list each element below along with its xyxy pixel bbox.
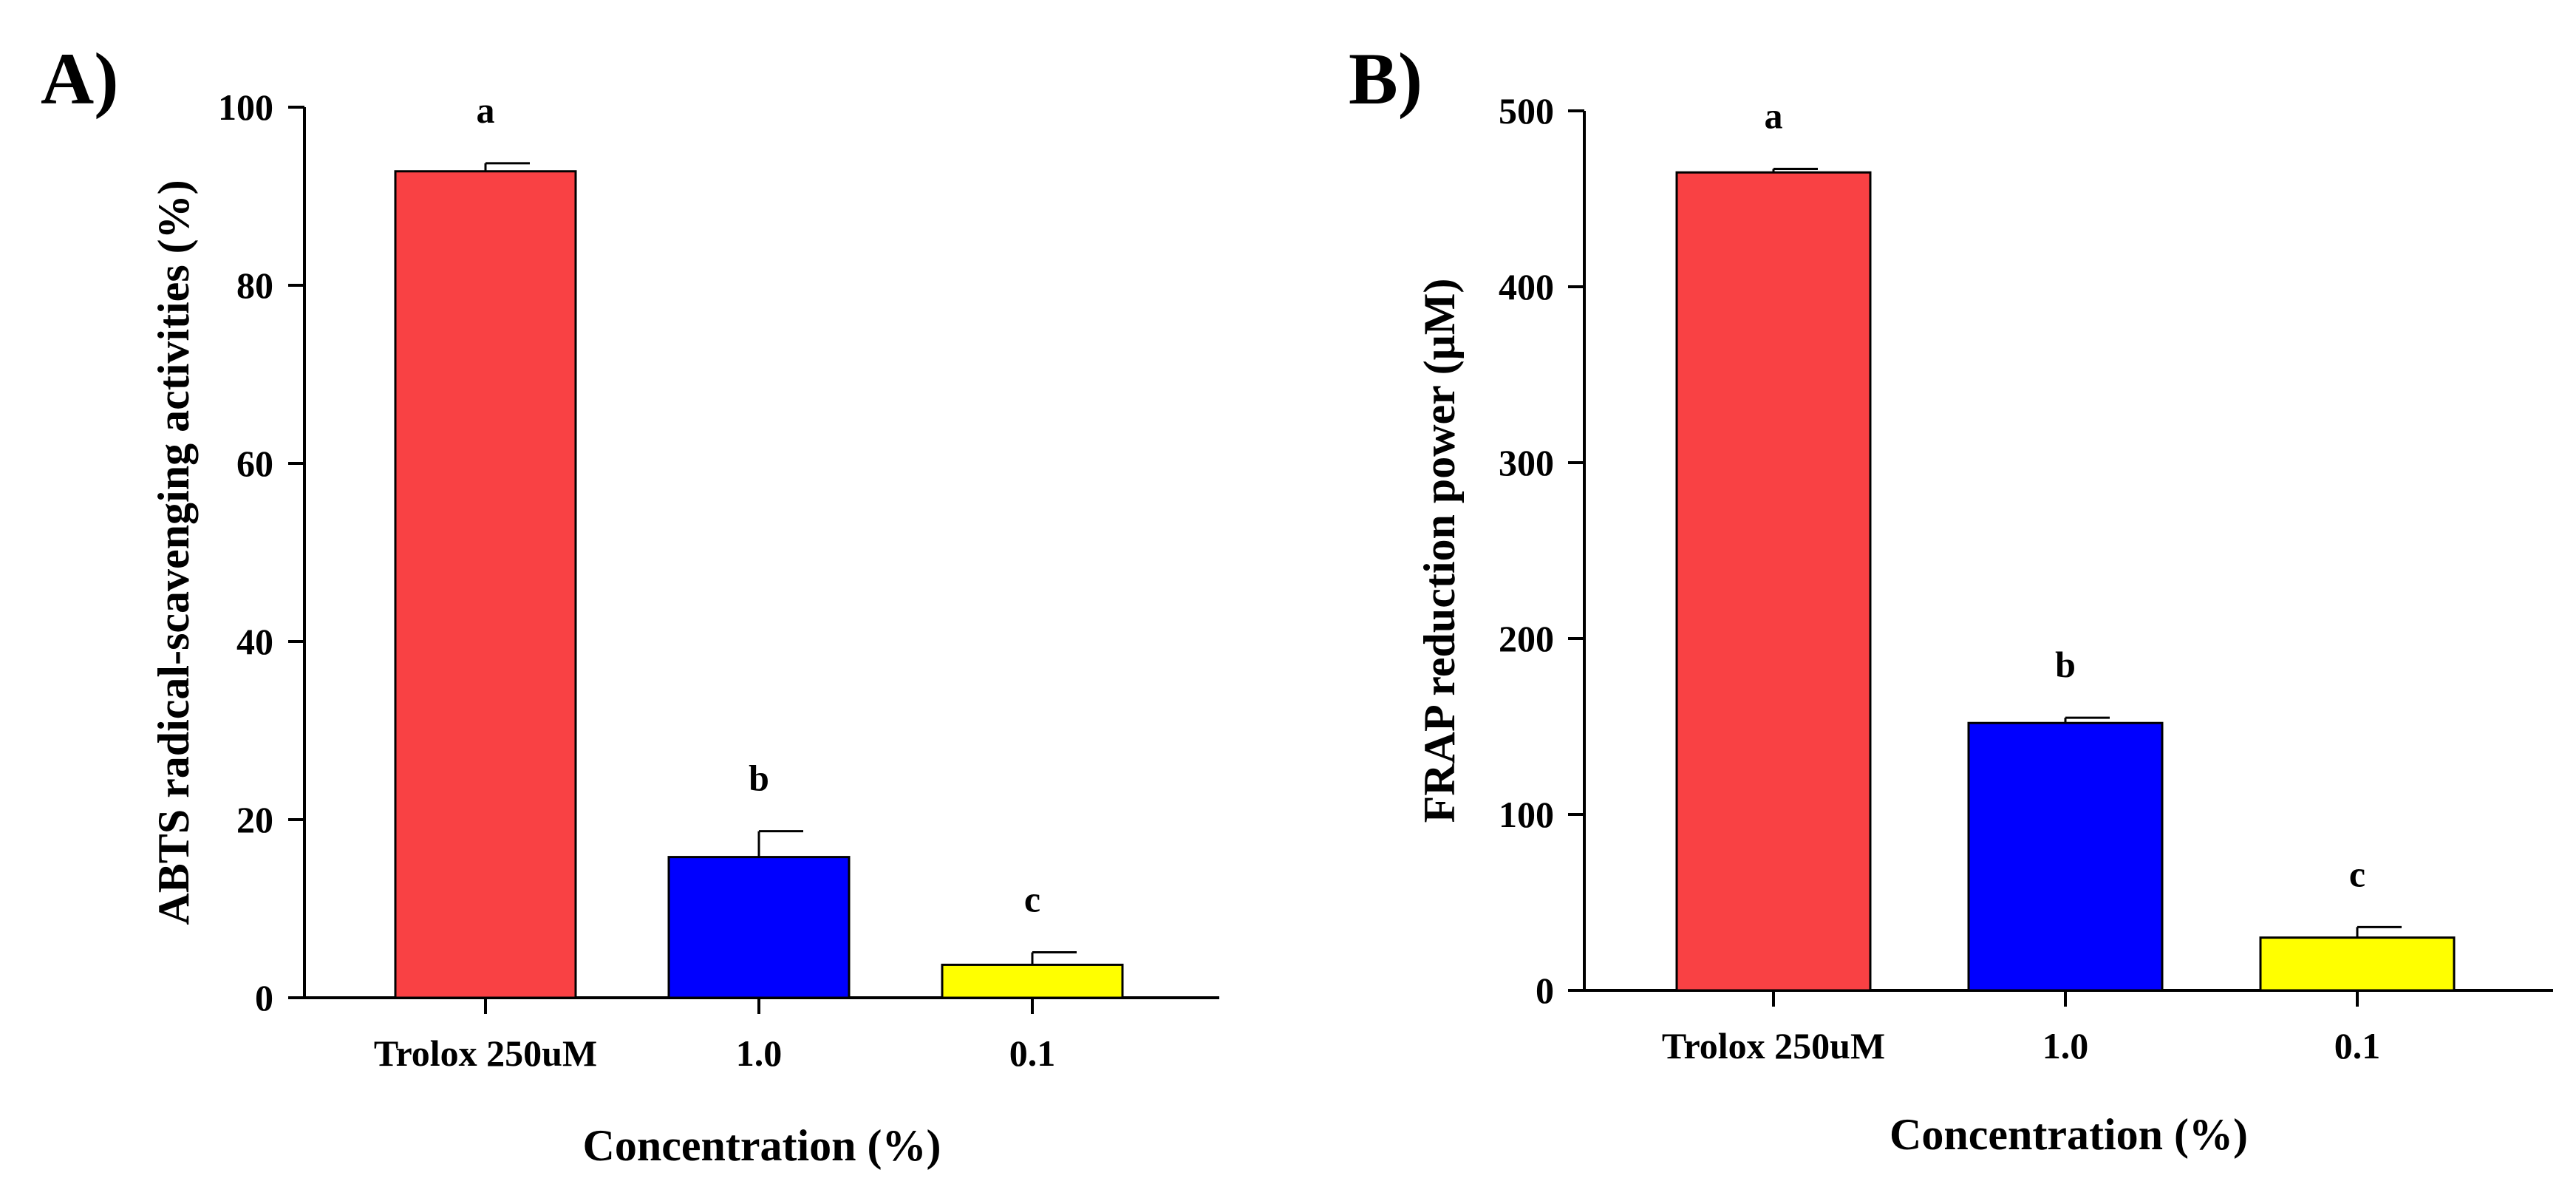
significance-label-b-2: c [2349,853,2365,894]
bar-a-1 [667,856,851,999]
bar-b-2 [2259,936,2456,992]
y-tick-label-b: 200 [1499,618,1554,659]
category-label-a-1: 1.0 [736,1032,783,1074]
y-tick-label-b: 500 [1499,90,1554,132]
y-tick-label-a: 0 [255,977,273,1018]
y-tick-label-a: 60 [236,443,273,484]
significance-label-a-2: c [1024,879,1040,920]
y-tick-label-a: 40 [236,621,273,662]
x-axis-title-b: Concentration (%) [1890,1110,2248,1159]
y-tick-label-a: 80 [236,265,273,306]
category-label-b-1: 1.0 [2042,1025,2089,1066]
y-axis-title-b: FRAP reduction power (μM) [1415,279,1464,823]
y-tick-label-b: 0 [1536,970,1554,1011]
chart-a: A) 0 20 40 60 80 100 a Trolox 250uM b 1.0 c 0.1 ABTS … [41,38,1219,1170]
bar-a-0 [394,170,577,999]
y-tick-label-b: 300 [1499,442,1554,483]
y-axis-title-a: ABTS radical-scavenging activities (%) [149,180,198,925]
significance-label-a-0: a [477,89,495,131]
y-tick-label-a: 20 [236,799,273,840]
bar-b-1 [1967,721,2164,992]
panel-label-b: B) [1349,38,1422,120]
x-axis-title-a: Concentration (%) [583,1121,941,1170]
category-label-a-0: Trolox 250uM [374,1032,597,1074]
y-tick-label-a: 100 [218,86,273,128]
significance-label-a-1: b [749,758,769,799]
chart-b: B) 0 100 200 300 400 500 a Trolox 250uM b 1.0 c 0.1 F… [1349,38,2553,1159]
panel-label-a: A) [41,38,119,120]
category-label-a-2: 0.1 [1009,1032,1056,1074]
bar-a-2 [941,963,1124,999]
category-label-b-2: 0.1 [2334,1025,2381,1066]
bar-b-0 [1675,171,1872,992]
y-tick-label-b: 400 [1499,266,1554,307]
significance-label-b-0: a [1765,95,1783,137]
category-label-b-0: Trolox 250uM [1662,1025,1885,1066]
y-tick-label-b: 100 [1499,794,1554,835]
significance-label-b-1: b [2055,644,2076,685]
